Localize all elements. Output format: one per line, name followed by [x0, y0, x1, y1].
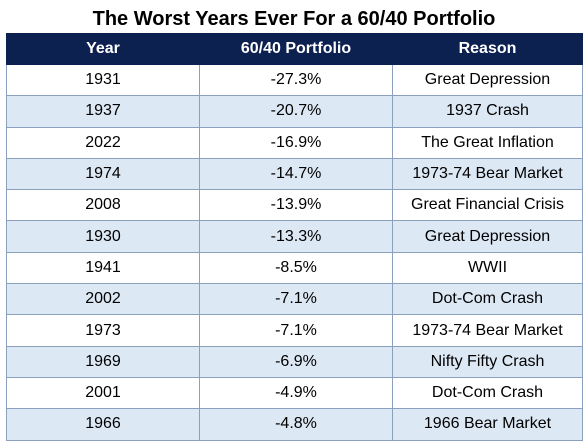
year-cell: 2001 — [6, 376, 200, 410]
reason-cell: 1973-74 Bear Market — [392, 157, 583, 191]
portfolio-return-cell: -13.3% — [199, 220, 393, 253]
table-row: 1974 -14.7% 1973-74 Bear Market — [6, 157, 583, 191]
reason-cell: 1973-74 Bear Market — [392, 314, 583, 347]
portfolio-return-cell: -14.7% — [199, 157, 393, 191]
portfolio-return-cell: -20.7% — [199, 95, 393, 128]
reason-cell: Great Depression — [392, 220, 583, 253]
column-header-year: Year — [6, 33, 200, 65]
table-row: 2002 -7.1% Dot-Com Crash — [6, 283, 583, 316]
reason-cell: WWII — [392, 251, 583, 285]
reason-cell: Dot-Com Crash — [392, 376, 583, 410]
year-cell: 1931 — [6, 63, 200, 97]
year-cell: 1966 — [6, 408, 200, 441]
year-cell: 2002 — [6, 283, 200, 316]
portfolio-return-cell: -16.9% — [199, 126, 393, 159]
year-cell: 1969 — [6, 345, 200, 378]
reason-cell: Great Financial Crisis — [392, 189, 583, 222]
portfolio-return-cell: -7.1% — [199, 314, 393, 347]
column-header-portfolio-return: 60/40 Portfolio — [199, 33, 393, 65]
portfolio-return-cell: -4.8% — [199, 408, 393, 441]
year-cell: 2022 — [6, 126, 200, 159]
table-header: Year 60/40 Portfolio Reason — [6, 33, 583, 65]
table-body: 1931 -27.3% Great Depression 1937 -20.7% 1937… — [6, 63, 583, 441]
portfolio-return-cell: -4.9% — [199, 376, 393, 410]
portfolio-return-cell: -13.9% — [199, 189, 393, 222]
table-row: 1969 -6.9% Nifty Fifty Crash — [6, 345, 583, 378]
year-cell: 1973 — [6, 314, 200, 347]
table-row: 2022 -16.9% The Great Inflation — [6, 126, 583, 159]
table-row: 1941 -8.5% WWII — [6, 251, 583, 285]
year-cell: 2008 — [6, 189, 200, 222]
table-row: 1973 -7.1% 1973-74 Bear Market — [6, 314, 583, 347]
portfolio-return-cell: -27.3% — [199, 63, 393, 97]
year-cell: 1974 — [6, 157, 200, 191]
table-row: 1931 -27.3% Great Depression — [6, 63, 583, 97]
table-row: 2008 -13.9% Great Financial Crisis — [6, 189, 583, 222]
year-cell: 1930 — [6, 220, 200, 253]
reason-cell: 1937 Crash — [392, 95, 583, 128]
portfolio-return-cell: -8.5% — [199, 251, 393, 285]
header-row: Year 60/40 Portfolio Reason — [6, 33, 583, 65]
reason-cell: Dot-Com Crash — [392, 283, 583, 316]
column-header-reason: Reason — [392, 33, 583, 65]
reason-cell: Great Depression — [392, 63, 583, 97]
reason-cell: The Great Inflation — [392, 126, 583, 159]
reason-cell: 1966 Bear Market — [392, 408, 583, 441]
reason-cell: Nifty Fifty Crash — [392, 345, 583, 378]
year-cell: 1937 — [6, 95, 200, 128]
chart-title: The Worst Years Ever For a 60/40 Portfol… — [92, 8, 496, 30]
table-row: 1966 -4.8% 1966 Bear Market — [6, 408, 583, 441]
table-row: 1937 -20.7% 1937 Crash — [6, 95, 583, 128]
table-row: 1930 -13.3% Great Depression — [6, 220, 583, 253]
table-row: 2001 -4.9% Dot-Com Crash — [6, 376, 583, 410]
portfolio-return-cell: -7.1% — [199, 283, 393, 316]
year-cell: 1941 — [6, 251, 200, 285]
data-table: Year 60/40 Portfolio Reason 1931 -27.3% Gr… — [6, 33, 583, 441]
portfolio-return-cell: -6.9% — [199, 345, 393, 378]
